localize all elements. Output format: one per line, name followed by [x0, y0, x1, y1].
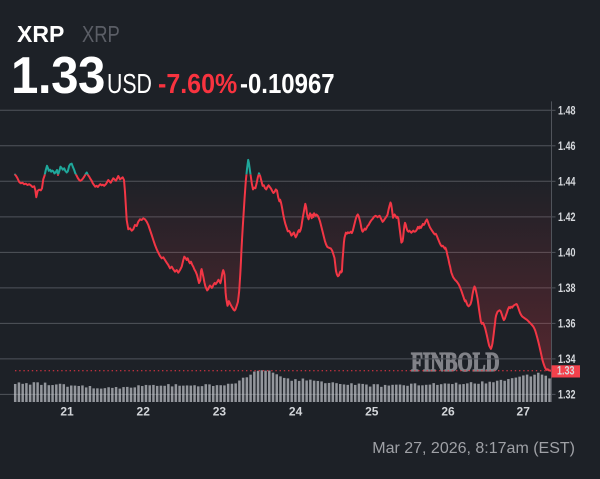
- svg-text:27: 27: [517, 405, 531, 419]
- svg-text:1.48: 1.48: [558, 104, 576, 118]
- svg-text:1.36: 1.36: [558, 317, 576, 331]
- svg-text:1.46: 1.46: [558, 139, 576, 153]
- svg-text:1.40: 1.40: [558, 246, 576, 260]
- svg-text:1.33: 1.33: [557, 364, 575, 378]
- svg-text:24: 24: [289, 405, 303, 419]
- svg-text:26: 26: [441, 405, 455, 419]
- svg-text:1.32: 1.32: [558, 388, 576, 402]
- svg-text:23: 23: [213, 405, 227, 419]
- svg-text:1.44: 1.44: [558, 175, 576, 189]
- svg-text:21: 21: [60, 405, 74, 419]
- svg-text:25: 25: [365, 405, 379, 419]
- svg-text:22: 22: [137, 405, 151, 419]
- svg-text:1.38: 1.38: [558, 281, 576, 295]
- svg-text:1.42: 1.42: [558, 210, 576, 224]
- svg-text:1.34: 1.34: [558, 352, 576, 366]
